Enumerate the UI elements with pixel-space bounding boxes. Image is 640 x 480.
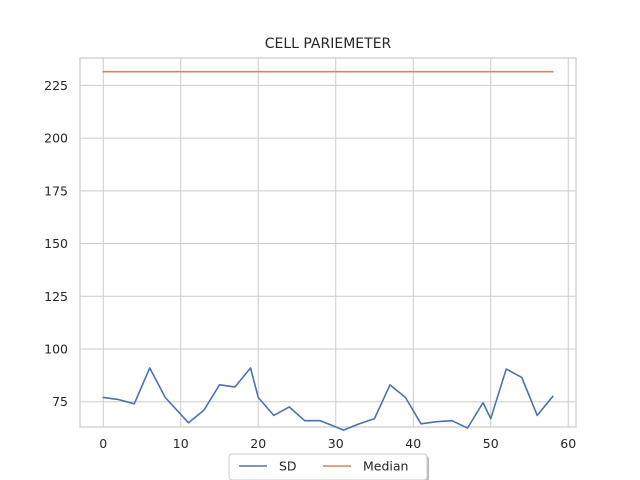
y-tick-label: 75	[52, 394, 68, 409]
legend-box	[228, 453, 428, 480]
y-tick-label: 175	[44, 183, 68, 198]
x-tick-label: 50	[483, 436, 499, 451]
legend-label-median: Median	[363, 459, 408, 474]
x-tick-label: 60	[560, 436, 576, 451]
x-tick-label: 40	[405, 436, 421, 451]
y-tick-label: 100	[44, 341, 68, 356]
x-tick-label: 10	[173, 436, 189, 451]
y-tick-label: 200	[44, 131, 68, 146]
chart-title: CELL PARIEMETER	[265, 36, 392, 52]
y-tick-label: 225	[44, 78, 68, 93]
plot-frame	[79, 57, 577, 428]
x-tick-label: 20	[250, 436, 266, 451]
x-tick-label: 0	[99, 436, 107, 451]
legend-label-sd: SD	[279, 459, 297, 474]
legend: SD Median	[228, 453, 429, 480]
x-tick-label: 30	[328, 436, 344, 451]
plot-area: 0 10 20 30 40 50 60 75 100 125 150 175 200 225	[44, 57, 577, 451]
series-line-sd	[102, 367, 554, 431]
y-tick-label: 150	[44, 236, 68, 251]
y-tick-label: 125	[44, 289, 68, 304]
